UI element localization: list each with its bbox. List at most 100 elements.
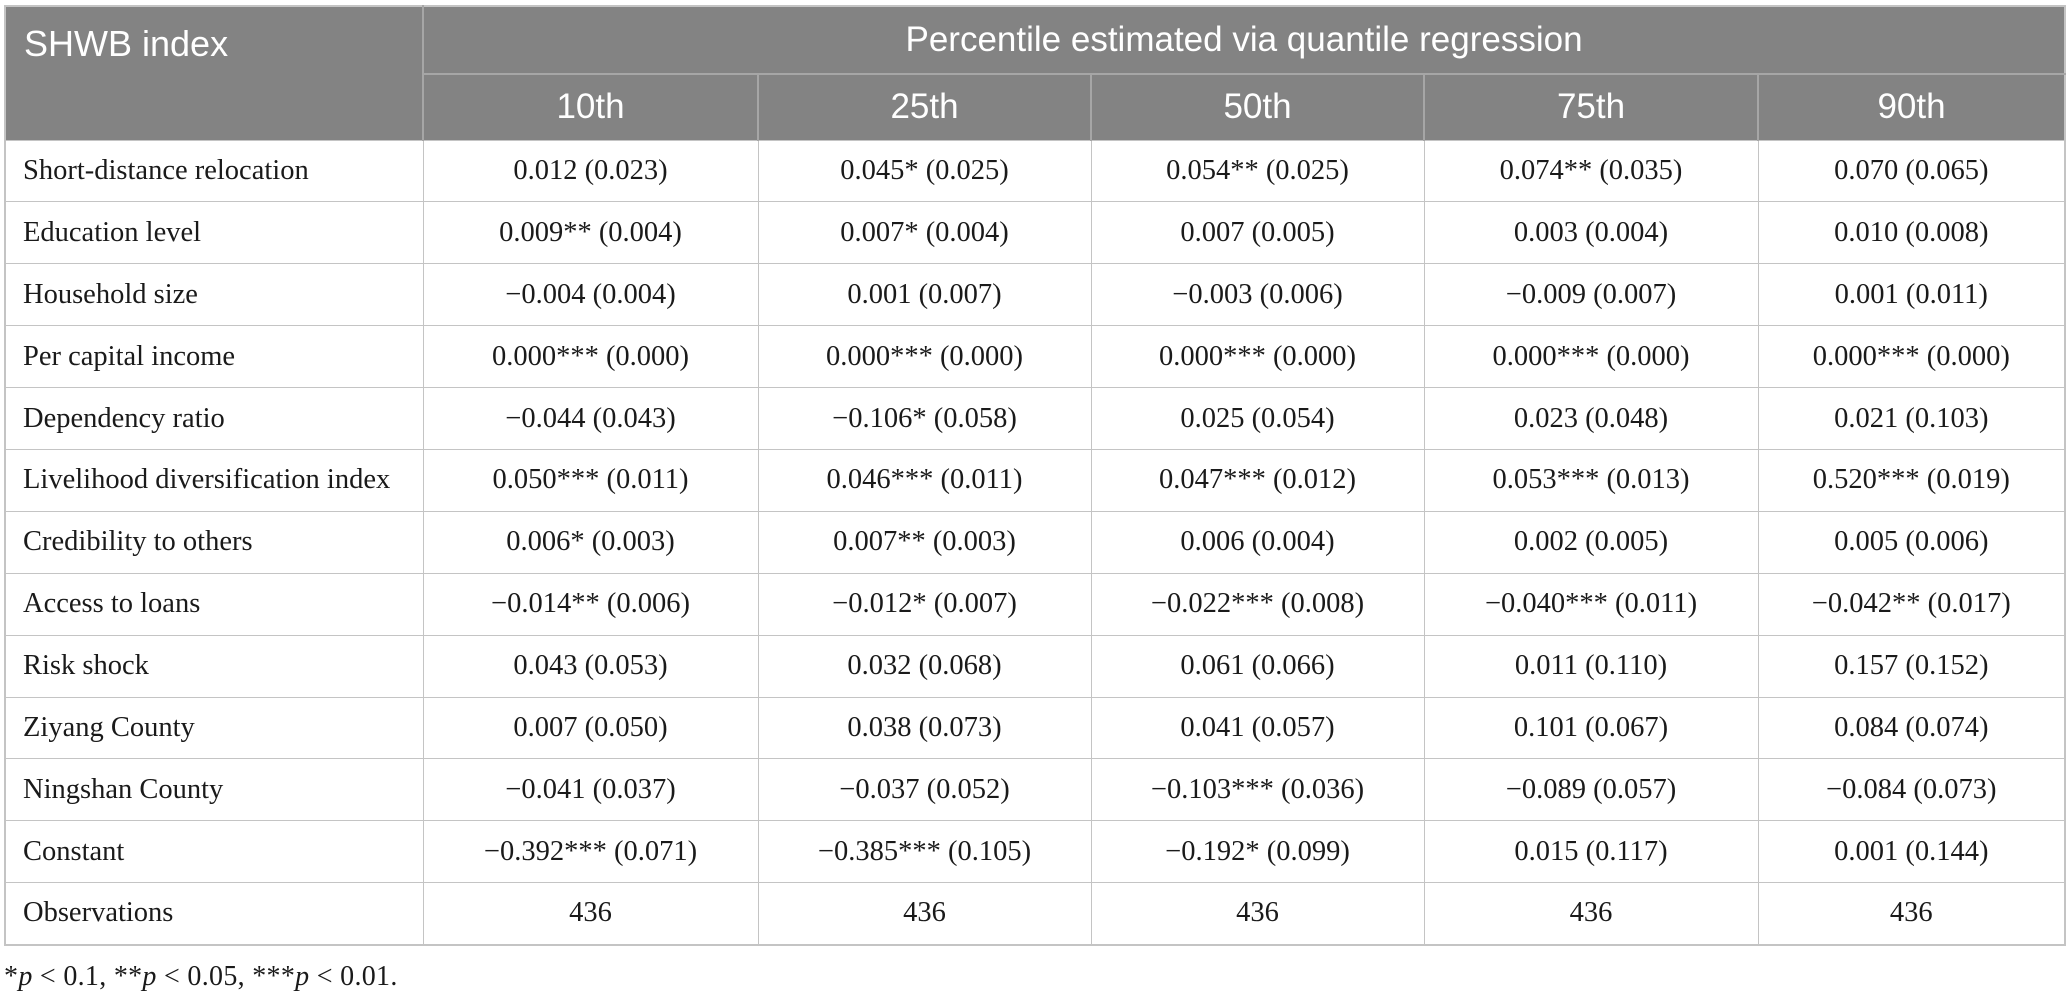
value-cell: 0.001 (0.011) (1757, 263, 2066, 327)
value-cell: 0.084 (0.074) (1757, 696, 2066, 760)
row-label: Education level (4, 201, 424, 265)
value-cell: −0.040*** (0.011) (1423, 572, 1759, 636)
value-cell: 0.520*** (0.019) (1757, 448, 2066, 512)
table-row: Per capital income 0.000*** (0.000) 0.000*… (4, 325, 2066, 389)
corner-header-shwb-index: SHWB index (5, 6, 424, 140)
value-cell: 0.000*** (0.000) (422, 325, 759, 389)
column-header-10th: 10th (423, 74, 758, 140)
row-label: Dependency ratio (4, 387, 424, 450)
value-cell: 436 (1090, 882, 1425, 946)
row-label: Household size (4, 263, 424, 327)
value-cell: 0.000*** (0.000) (1423, 325, 1759, 389)
value-cell: −0.084 (0.073) (1757, 758, 2066, 822)
value-cell: 0.023 (0.048) (1423, 387, 1759, 450)
footnote: *p < 0.1, **p < 0.05, ***p < 0.01. (4, 960, 398, 992)
value-cell: −0.003 (0.006) (1090, 263, 1425, 327)
row-label: Ningshan County (4, 758, 424, 822)
column-header-25th: 25th (757, 74, 1091, 140)
value-cell: 0.007 (0.005) (1090, 201, 1425, 265)
table-row: Ziyang County 0.007 (0.050) 0.038 (0.073) 0… (4, 696, 2066, 760)
row-label: Ziyang County (4, 696, 424, 760)
value-cell: 0.046*** (0.011) (757, 448, 1092, 512)
value-cell: 436 (757, 882, 1092, 946)
column-header-90th: 90th (1756, 74, 2066, 140)
table-row: Ningshan County −0.041 (0.037) −0.037 (0.0… (4, 758, 2066, 822)
value-cell: −0.089 (0.057) (1423, 758, 1759, 822)
value-cell: 0.006* (0.003) (422, 510, 759, 574)
value-cell: 0.012 (0.023) (422, 139, 759, 203)
table-row: Education level 0.009** (0.004) 0.007* (0.… (4, 201, 2066, 265)
value-cell: −0.012* (0.007) (757, 572, 1092, 636)
table-row: Household size −0.004 (0.004) 0.001 (0.007… (4, 263, 2066, 327)
column-header-50th: 50th (1090, 74, 1424, 140)
value-cell: 0.000*** (0.000) (1757, 325, 2066, 389)
value-cell: 0.054** (0.025) (1090, 139, 1425, 203)
value-cell: −0.103*** (0.036) (1090, 758, 1425, 822)
value-cell: −0.392*** (0.071) (422, 820, 759, 884)
regression-results-table-wrapper: SHWB index Percentile estimated via quan… (4, 5, 2067, 946)
value-cell: 0.007 (0.050) (422, 696, 759, 760)
value-cell: 0.074** (0.035) (1423, 139, 1759, 203)
value-cell: 436 (1757, 882, 2066, 946)
value-cell: −0.022*** (0.008) (1090, 572, 1425, 636)
value-cell: 0.021 (0.103) (1757, 387, 2066, 450)
value-cell: 436 (422, 882, 759, 946)
table-row: Short-distance relocation 0.012 (0.023) 0.… (4, 139, 2066, 203)
value-cell: −0.009 (0.007) (1423, 263, 1759, 327)
value-cell: −0.042** (0.017) (1757, 572, 2066, 636)
value-cell: 0.007* (0.004) (757, 201, 1092, 265)
table-body: Short-distance relocation 0.012 (0.023) 0.… (4, 139, 2066, 946)
value-cell: 0.041 (0.057) (1090, 696, 1425, 760)
value-cell: 0.015 (0.117) (1423, 820, 1759, 884)
value-cell: 0.007** (0.003) (757, 510, 1092, 574)
row-label: Constant (4, 820, 424, 884)
row-label: Per capital income (4, 325, 424, 389)
row-label: Livelihood diversification index (4, 448, 424, 512)
value-cell: 0.061 (0.066) (1090, 634, 1425, 698)
value-cell: −0.044 (0.043) (422, 387, 759, 450)
value-cell: 0.002 (0.005) (1423, 510, 1759, 574)
group-header-percentile: Percentile estimated via quantile regres… (423, 6, 2066, 75)
value-cell: 0.053*** (0.013) (1423, 448, 1759, 512)
column-header-75th: 75th (1423, 74, 1758, 140)
table-row: Credibility to others 0.006* (0.003) 0.007… (4, 510, 2066, 574)
value-cell: 0.025 (0.054) (1090, 387, 1425, 450)
table-row: Observations 436 436 436 436 436 (4, 882, 2066, 946)
value-cell: 0.000*** (0.000) (1090, 325, 1425, 389)
value-cell: 0.038 (0.073) (757, 696, 1092, 760)
value-cell: 0.157 (0.152) (1757, 634, 2066, 698)
value-cell: −0.014** (0.006) (422, 572, 759, 636)
row-label: Short-distance relocation (4, 139, 424, 203)
value-cell: 0.006 (0.004) (1090, 510, 1425, 574)
value-cell: 0.101 (0.067) (1423, 696, 1759, 760)
value-cell: 0.032 (0.068) (757, 634, 1092, 698)
percentile-subheader-row: 10th 25th 50th 75th 90th (5, 74, 2066, 140)
quantile-regression-table: SHWB index Percentile estimated via quan… (4, 5, 2067, 946)
row-label: Credibility to others (4, 510, 424, 574)
value-cell: 0.050*** (0.011) (422, 448, 759, 512)
value-cell: 0.009** (0.004) (422, 201, 759, 265)
table-row: Risk shock 0.043 (0.053) 0.032 (0.068) 0.06… (4, 634, 2066, 698)
value-cell: 0.001 (0.144) (1757, 820, 2066, 884)
value-cell: 0.047*** (0.012) (1090, 448, 1425, 512)
value-cell: 0.005 (0.006) (1757, 510, 2066, 574)
value-cell: 0.010 (0.008) (1757, 201, 2066, 265)
value-cell: 0.070 (0.065) (1757, 139, 2066, 203)
value-cell: 0.001 (0.007) (757, 263, 1092, 327)
table-row: Livelihood diversification index 0.050***… (4, 448, 2066, 512)
value-cell: −0.037 (0.052) (757, 758, 1092, 822)
value-cell: 0.045* (0.025) (757, 139, 1092, 203)
value-cell: −0.385*** (0.105) (757, 820, 1092, 884)
value-cell: −0.041 (0.037) (422, 758, 759, 822)
value-cell: −0.106* (0.058) (757, 387, 1092, 450)
value-cell: 0.003 (0.004) (1423, 201, 1759, 265)
table-row: Access to loans −0.014** (0.006) −0.012* (… (4, 572, 2066, 636)
table-row: Constant −0.392*** (0.071) −0.385*** (0.10… (4, 820, 2066, 884)
row-label: Access to loans (4, 572, 424, 636)
value-cell: −0.004 (0.004) (422, 263, 759, 327)
value-cell: −0.192* (0.099) (1090, 820, 1425, 884)
table-row: Dependency ratio −0.044 (0.043) −0.106* (0… (4, 387, 2066, 450)
value-cell: 0.043 (0.053) (422, 634, 759, 698)
row-label: Observations (4, 882, 424, 946)
row-label: Risk shock (4, 634, 424, 698)
